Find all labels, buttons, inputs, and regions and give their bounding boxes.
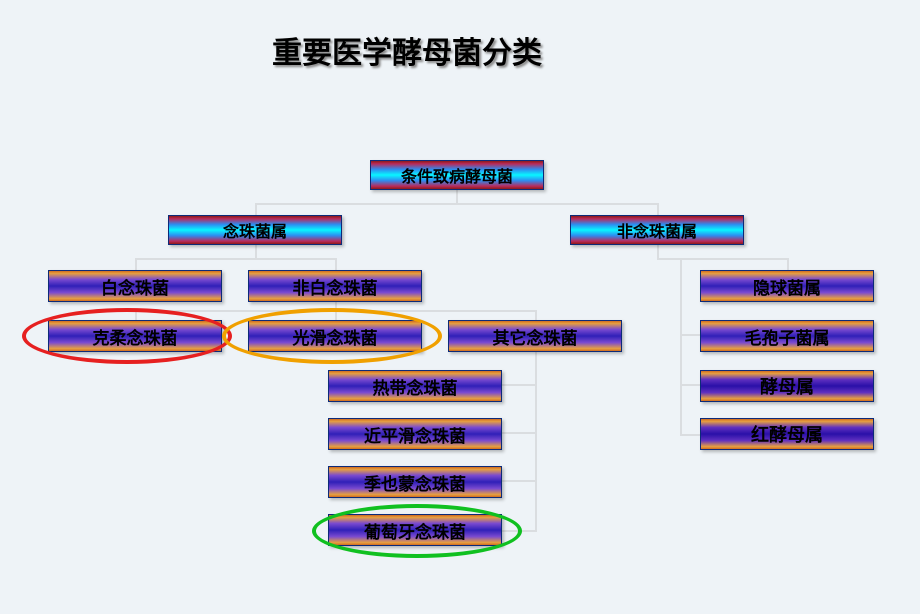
connector <box>680 384 700 386</box>
connector <box>255 203 257 215</box>
node-saccharomyces: 酵母属 <box>700 370 874 402</box>
node-cryptococcus: 隐球菌属 <box>700 270 874 302</box>
node-other: 其它念珠菌 <box>448 320 622 352</box>
node-tropicalis: 热带念珠菌 <box>328 370 502 402</box>
connector <box>680 258 682 436</box>
node-nonalbicans: 非白念珠菌 <box>248 270 422 302</box>
node-candida: 念珠菌属 <box>168 215 342 245</box>
connector <box>535 352 537 532</box>
connector <box>135 258 337 260</box>
node-trichosporon: 毛孢子菌属 <box>700 320 874 352</box>
connector <box>255 203 659 205</box>
connector <box>680 334 700 336</box>
connector <box>255 245 257 258</box>
connector <box>335 258 337 270</box>
node-albicans: 白念珠菌 <box>48 270 222 302</box>
connector <box>502 480 536 482</box>
highlight-circle <box>222 308 442 364</box>
connector <box>787 258 789 270</box>
node-noncandida: 非念珠菌属 <box>570 215 744 245</box>
connector <box>657 245 659 258</box>
connector <box>657 203 659 215</box>
node-parapsilosis: 近平滑念珠菌 <box>328 418 502 450</box>
page-title: 重要医学酵母菌分类 <box>272 28 542 72</box>
connector <box>135 258 137 270</box>
highlight-circle <box>22 308 232 364</box>
node-root: 条件致病酵母菌 <box>370 160 544 190</box>
connector <box>535 310 537 320</box>
connector <box>502 384 536 386</box>
connector <box>502 432 536 434</box>
node-rhodotorula: 红酵母属 <box>700 418 874 450</box>
connector <box>657 258 789 260</box>
node-guilliermondii: 季也蒙念珠菌 <box>328 466 502 498</box>
highlight-circle <box>312 504 522 558</box>
connector <box>456 190 458 203</box>
connector <box>680 434 700 436</box>
